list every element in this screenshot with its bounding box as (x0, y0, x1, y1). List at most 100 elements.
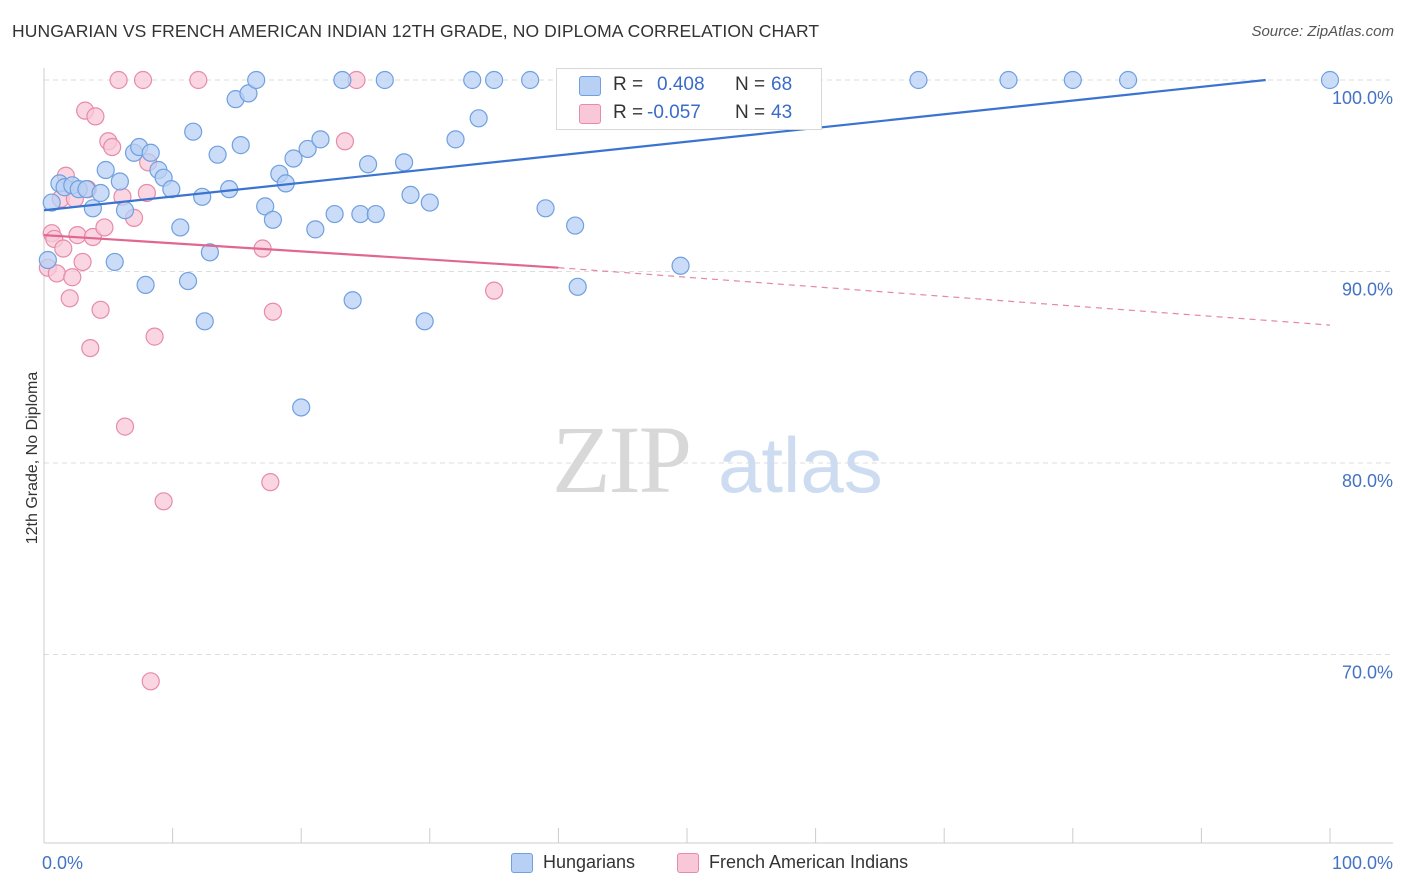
y-tick-label: 70.0% (1342, 663, 1393, 683)
stats-legend: R = 0.408 N = 68 R = -0.057 N = 43 (556, 68, 822, 130)
data-point (91, 300, 110, 319)
watermark-atlas: atlas (718, 421, 883, 509)
data-point (141, 672, 160, 691)
data-point (284, 149, 303, 168)
data-point (261, 473, 280, 492)
bottom-legend-swatch-french-american-indians (677, 853, 699, 873)
legend-swatch-french-american-indians (579, 104, 601, 124)
trendline-french-american-indians (43, 234, 559, 269)
chart-title: HUNGARIAN VS FRENCH AMERICAN INDIAN 12TH… (12, 21, 820, 41)
data-point (105, 252, 124, 272)
y-tick-label: 100.0% (1332, 88, 1393, 108)
data-point (110, 172, 129, 191)
data-point (115, 417, 135, 436)
data-point (81, 339, 100, 358)
data-point (109, 70, 128, 90)
legend-r-value: -0.057 (647, 102, 701, 123)
data-point (358, 155, 378, 174)
legend-r-label: R = (613, 102, 644, 123)
data-point (1320, 70, 1340, 90)
trendline-french-american-indians-extrapolated (558, 267, 1331, 326)
data-point (171, 218, 190, 237)
data-point (311, 130, 330, 149)
data-point (263, 210, 283, 229)
data-point (343, 291, 362, 310)
data-point (68, 226, 87, 245)
data-point (200, 243, 219, 262)
data-point (256, 197, 275, 216)
data-point (60, 289, 79, 308)
legend-r-label: R = (613, 74, 644, 95)
data-point (485, 70, 504, 90)
y-axis-label: 12th Grade, No Diploma (24, 372, 41, 545)
x-tick-labels: 0.0% 100.0% (42, 853, 1393, 873)
bottom-legend-label-french-american-indians: French American Indians (709, 852, 909, 872)
data-point (485, 281, 504, 300)
data-point (73, 252, 92, 272)
data-point (671, 256, 690, 275)
data-point (568, 277, 587, 296)
data-point (247, 70, 266, 90)
data-point (63, 268, 82, 287)
watermark-zip: ZIP (552, 406, 690, 513)
data-point (366, 204, 385, 224)
data-point (115, 201, 135, 220)
data-point (91, 183, 110, 203)
data-point (145, 327, 164, 346)
gridlines (44, 79, 1393, 655)
data-point (141, 143, 160, 162)
data-point (231, 136, 250, 155)
data-point (1118, 70, 1138, 90)
data-point (239, 84, 258, 103)
legend-swatch-hungarians (579, 76, 601, 96)
data-point (136, 275, 155, 295)
data-point (38, 250, 57, 270)
x-ticks (43, 828, 1331, 843)
trendlines (43, 78, 1331, 326)
legend-r-value: 0.408 (657, 74, 705, 95)
data-point (446, 130, 465, 149)
legend-n-value: 68 (771, 74, 793, 95)
data-point (154, 492, 173, 511)
legend-n-value: 43 (771, 102, 793, 123)
data-point (103, 137, 122, 157)
data-point (333, 70, 352, 90)
data-point (394, 153, 414, 172)
trendline-hungarians (43, 78, 1266, 212)
y-tick-labels: 70.0% 80.0% 90.0% 100.0% (1332, 88, 1393, 683)
bottom-legend-swatch-hungarians (511, 853, 533, 873)
data-point (208, 145, 227, 164)
data-point (463, 70, 482, 90)
series-hungarians (38, 70, 1340, 417)
data-point (54, 239, 73, 258)
data-point (999, 70, 1018, 90)
data-point (96, 160, 115, 180)
axes (43, 68, 1393, 844)
y-tick-label: 90.0% (1342, 280, 1393, 300)
bottom-legend-label-hungarians: Hungarians (543, 852, 636, 872)
data-point (83, 199, 102, 218)
data-point (292, 398, 311, 417)
data-point (193, 187, 212, 206)
legend-n-label: N = (735, 74, 766, 95)
watermark: ZIP atlas (552, 406, 883, 513)
x-tick-label: 0.0% (42, 853, 83, 873)
data-point (42, 193, 61, 212)
data-point (335, 132, 355, 151)
data-point (351, 204, 370, 224)
data-point (469, 109, 488, 128)
data-point (909, 70, 928, 90)
data-point (306, 220, 325, 239)
data-point (298, 139, 317, 159)
data-point (184, 122, 203, 141)
data-point (521, 70, 540, 90)
x-tick-label: 100.0% (1332, 853, 1393, 873)
data-point (420, 193, 439, 212)
data-point (536, 199, 555, 218)
legend-n-label: N = (735, 102, 766, 123)
data-point (178, 271, 198, 291)
data-point (415, 312, 434, 331)
y-tick-label: 80.0% (1342, 471, 1393, 491)
data-point (375, 70, 394, 90)
